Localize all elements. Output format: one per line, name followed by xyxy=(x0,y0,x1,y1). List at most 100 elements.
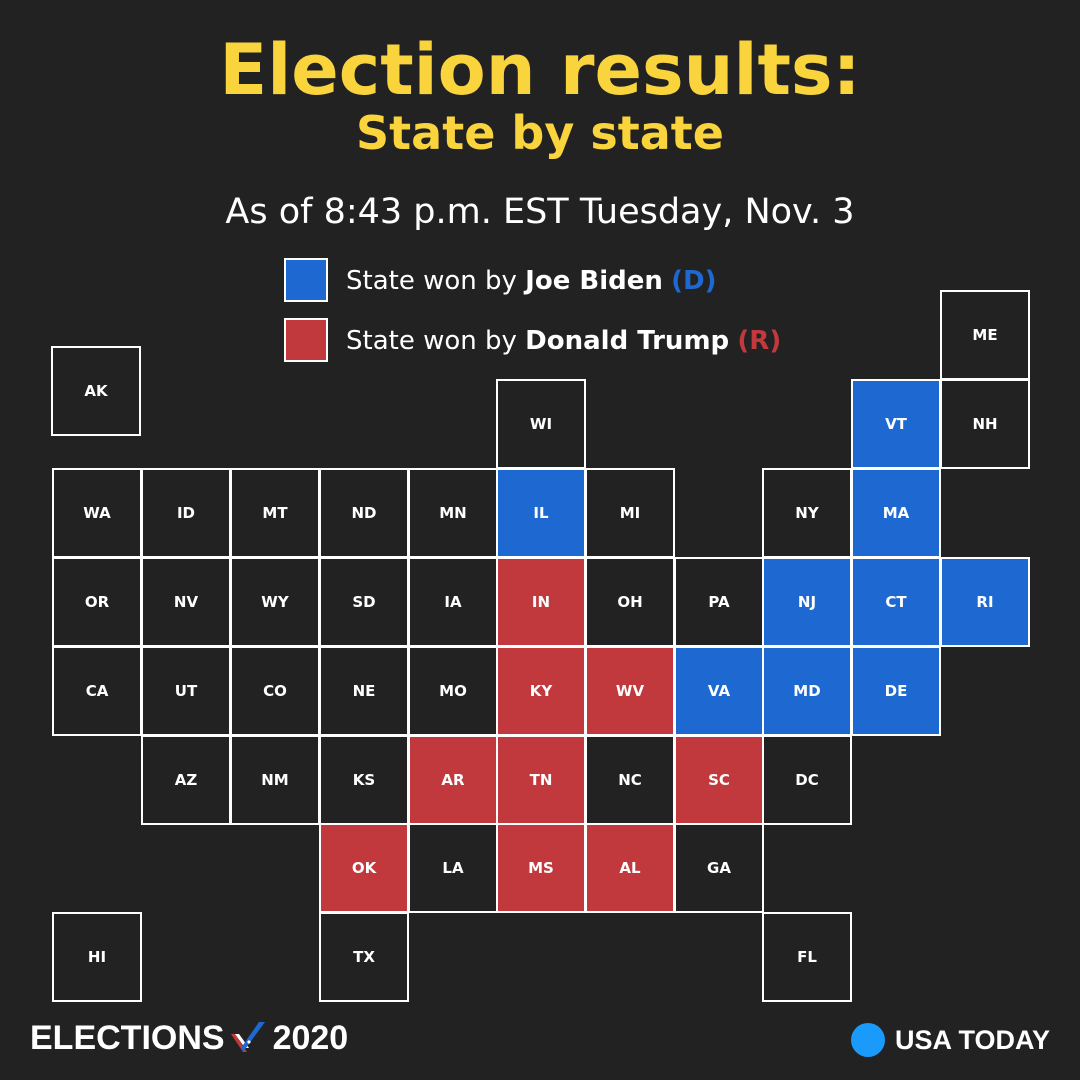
state-tile-md: MD xyxy=(762,646,852,736)
state-tile-nm: NM xyxy=(230,735,320,825)
state-label: HI xyxy=(87,948,107,966)
legend-label-trump: State won by Donald Trump (R) xyxy=(346,326,782,356)
state-label: GA xyxy=(707,859,731,877)
state-label: AK xyxy=(84,382,108,400)
state-tile-ga: GA xyxy=(674,823,764,913)
state-label: NY xyxy=(795,504,819,522)
elections-brand-text: ELECTIONS xyxy=(30,1018,225,1057)
state-label: FL xyxy=(797,948,817,966)
state-label: PA xyxy=(708,593,730,611)
state-tile-ut: UT xyxy=(141,646,231,736)
state-label: ME xyxy=(972,326,998,344)
state-tile-al: AL xyxy=(585,823,675,913)
state-tile-ky: KY xyxy=(496,646,586,736)
state-label: NH xyxy=(972,415,998,433)
state-tile-wi: WI xyxy=(496,379,586,469)
state-tile-dc: DC xyxy=(762,735,852,825)
state-tile-mo: MO xyxy=(408,646,498,736)
state-tile-ma: MA xyxy=(851,468,941,558)
usa-today-logo: USA TODAY xyxy=(850,1018,1050,1062)
state-tile-wa: WA xyxy=(52,468,142,558)
state-label: NJ xyxy=(797,593,817,611)
state-label: MA xyxy=(882,504,910,522)
legend-label-biden: State won by Joe Biden (D) xyxy=(346,266,717,296)
state-tile-pa: PA xyxy=(674,557,764,647)
state-label: CO xyxy=(263,682,287,700)
state-label: MS xyxy=(528,859,554,877)
state-label: OH xyxy=(617,593,643,611)
state-label: CT xyxy=(885,593,907,611)
state-label: MO xyxy=(439,682,467,700)
state-label: NC xyxy=(618,771,642,789)
state-tile-ak: AK xyxy=(51,346,141,436)
state-label: TN xyxy=(529,771,553,789)
state-label: WI xyxy=(529,415,553,433)
state-label: NV xyxy=(173,593,199,611)
state-tile-fl: FL xyxy=(762,912,852,1002)
checkmark-flag-icon xyxy=(230,1022,265,1052)
state-label: AR xyxy=(441,771,465,789)
state-label: RI xyxy=(976,593,994,611)
state-label: MI xyxy=(619,504,641,522)
state-label: SC xyxy=(708,771,730,789)
state-label: IL xyxy=(533,504,549,522)
state-tile-ia: IA xyxy=(408,557,498,647)
state-tile-ar: AR xyxy=(408,735,498,825)
state-label: UT xyxy=(174,682,198,700)
state-tile-sd: SD xyxy=(319,557,409,647)
state-label: AZ xyxy=(174,771,198,789)
state-tile-ms: MS xyxy=(496,823,586,913)
elections-2020-logo: ELECTIONS 2020 xyxy=(30,1014,348,1062)
state-tile-nc: NC xyxy=(585,735,675,825)
state-tile-nh: NH xyxy=(940,379,1030,469)
as-of-timestamp: As of 8:43 p.m. EST Tuesday, Nov. 3 xyxy=(225,192,855,232)
state-label: SD xyxy=(352,593,376,611)
state-tile-ct: CT xyxy=(851,557,941,647)
state-tile-mt: MT xyxy=(230,468,320,558)
state-label: IA xyxy=(444,593,462,611)
legend-swatch-biden xyxy=(284,258,328,302)
state-label: NE xyxy=(352,682,376,700)
state-label: LA xyxy=(442,859,464,877)
state-tile-in: IN xyxy=(496,557,586,647)
state-tile-me: ME xyxy=(940,290,1030,380)
state-tile-id: ID xyxy=(141,468,231,558)
state-tile-hi: HI xyxy=(52,912,142,1002)
state-label: VT xyxy=(885,415,907,433)
state-label: NM xyxy=(261,771,289,789)
state-tile-ne: NE xyxy=(319,646,409,736)
state-tile-tx: TX xyxy=(319,912,409,1002)
state-label: WA xyxy=(83,504,111,522)
state-label: IN xyxy=(531,593,551,611)
state-tile-co: CO xyxy=(230,646,320,736)
state-tile-ks: KS xyxy=(319,735,409,825)
state-tile-il: IL xyxy=(496,468,586,558)
state-label: KS xyxy=(352,771,376,789)
state-label: DE xyxy=(884,682,908,700)
state-tile-or: OR xyxy=(52,557,142,647)
state-label: OR xyxy=(84,593,110,611)
state-tile-wv: WV xyxy=(585,646,675,736)
legend-swatch-trump xyxy=(284,318,328,362)
state-tile-la: LA xyxy=(408,823,498,913)
state-label: MD xyxy=(793,682,821,700)
elections-year-text: 2020 xyxy=(272,1018,349,1057)
state-tile-oh: OH xyxy=(585,557,675,647)
state-tile-de: DE xyxy=(851,646,941,736)
state-label: WY xyxy=(261,593,289,611)
usa-today-dot-icon xyxy=(850,1023,885,1057)
state-label: VA xyxy=(707,682,731,700)
state-tile-sc: SC xyxy=(674,735,764,825)
state-tile-nv: NV xyxy=(141,557,231,647)
state-label: CA xyxy=(85,682,109,700)
state-tile-nd: ND xyxy=(319,468,409,558)
state-tile-vt: VT xyxy=(851,379,941,469)
state-tile-mn: MN xyxy=(408,468,498,558)
state-label: KY xyxy=(529,682,553,700)
state-tile-ny: NY xyxy=(762,468,852,558)
page-title: Election results: xyxy=(219,29,861,111)
state-tile-nj: NJ xyxy=(762,557,852,647)
state-tile-wy: WY xyxy=(230,557,320,647)
state-label: OK xyxy=(351,859,377,877)
usa-today-brand-text: USA TODAY xyxy=(894,1024,1050,1055)
